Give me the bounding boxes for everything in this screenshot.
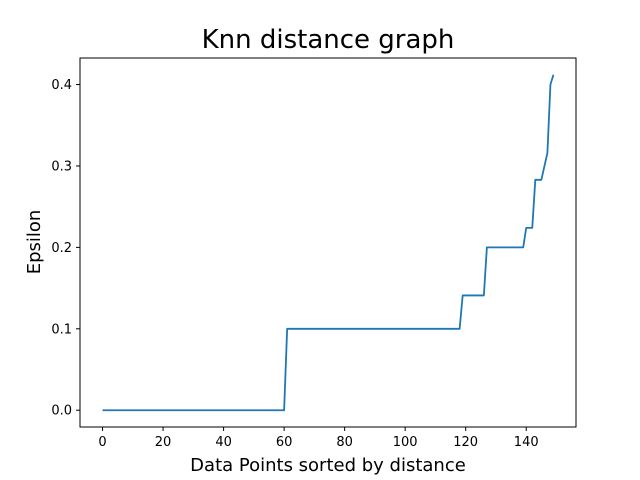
x-tick-label: 80 <box>336 435 353 450</box>
plot-frame <box>79 57 577 428</box>
chart-title: Knn distance graph <box>202 25 455 55</box>
x-tick-label: 100 <box>393 435 418 450</box>
y-axis-label: Epsilon <box>24 210 45 275</box>
x-tick-label: 0 <box>98 435 106 450</box>
y-tick-label: 0.1 <box>51 322 72 337</box>
x-tick-label: 60 <box>276 435 293 450</box>
plot-area <box>102 74 555 412</box>
y-tick-label: 0.3 <box>51 159 72 174</box>
x-axis: 0 20 40 60 80 100 120 140 <box>98 427 539 450</box>
y-tick-label: 0.2 <box>51 241 72 256</box>
y-tick-label: 0.4 <box>51 78 72 93</box>
x-axis-label: Data Points sorted by distance <box>190 455 466 476</box>
y-axis: 0.0 0.1 0.2 0.3 0.4 <box>51 78 80 419</box>
x-tick-label: 120 <box>453 435 478 450</box>
x-tick-label: 140 <box>514 435 539 450</box>
y-tick-label: 0.0 <box>51 404 72 419</box>
x-tick-label: 20 <box>155 435 172 450</box>
x-tick-label: 40 <box>215 435 232 450</box>
series-line-0 <box>102 74 555 412</box>
